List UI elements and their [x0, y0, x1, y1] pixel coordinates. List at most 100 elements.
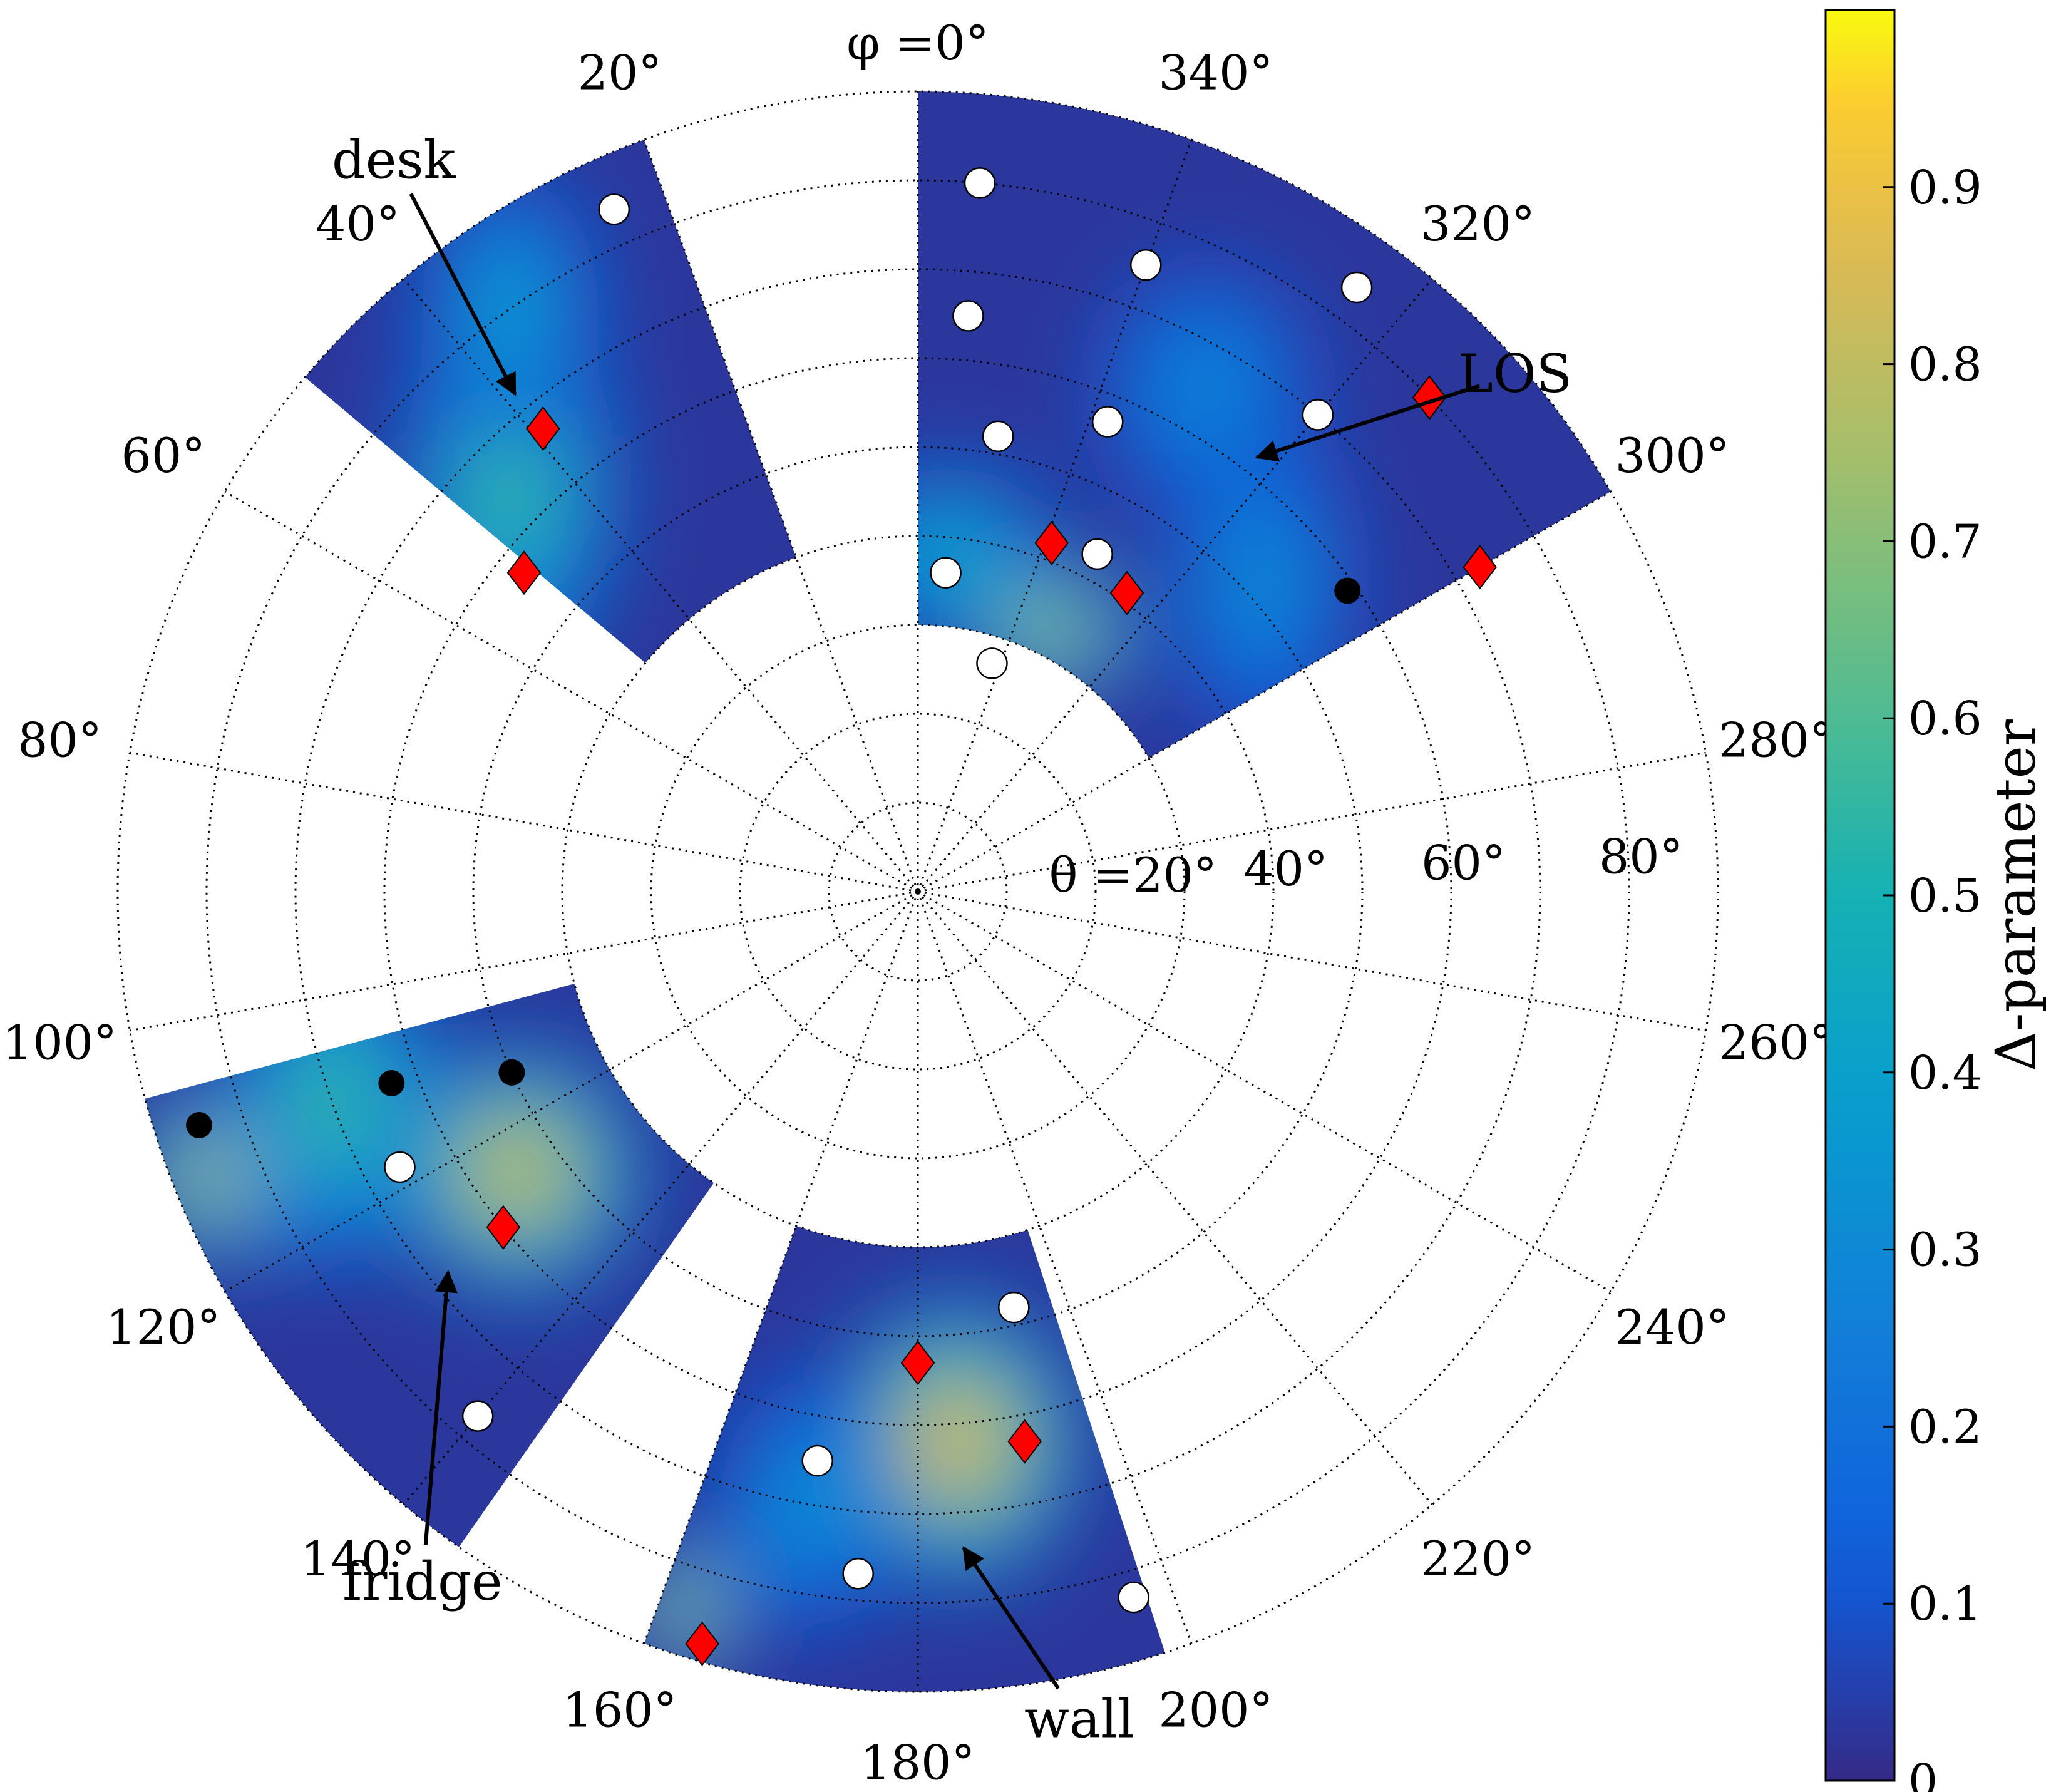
phi-tick-label: 320°	[1421, 196, 1535, 252]
phi-grid-spoke	[403, 891, 919, 1505]
phi-grid-spoke	[643, 139, 919, 892]
colorbar-tick-label: 0.4	[1908, 1046, 1982, 1100]
colorbar-tick-label: 0.8	[1908, 338, 1982, 392]
phi-tick-label: 120°	[106, 1299, 220, 1355]
white-circle-marker	[1118, 1581, 1149, 1614]
sector-wall	[644, 1225, 1165, 1692]
colorbar-tick-label: 0.3	[1908, 1223, 1982, 1277]
phi-grid-spoke	[403, 278, 919, 892]
theta-grid-circle	[739, 713, 1097, 1071]
white-circle-marker	[930, 557, 962, 589]
colorbar-tick-label: 0	[1908, 1754, 1938, 1792]
colorbar-tick-label: 0.7	[1908, 515, 1982, 569]
phi-grid-spoke	[917, 890, 1706, 1032]
white-circle-marker	[1091, 406, 1124, 438]
heat-blob	[774, 1455, 846, 1555]
white-circle-marker	[1302, 399, 1334, 431]
red-diamond-marker	[486, 1205, 521, 1250]
phi-tick-label: 240°	[1615, 1299, 1730, 1355]
phi-tick-label: 280°	[1719, 712, 1833, 768]
heat-blob	[918, 519, 990, 591]
red-diamond-marker	[526, 406, 560, 451]
phi-tick-label: 160°	[563, 1682, 677, 1738]
phi-tick-label: 180°	[860, 1735, 975, 1791]
phi-tick-label: 340°	[1158, 44, 1273, 100]
white-circle-marker	[1130, 249, 1162, 281]
heat-blob	[467, 1122, 567, 1222]
heat-blob	[474, 255, 546, 363]
theta-tick-label: 40°	[1243, 841, 1328, 897]
sector-fridge	[145, 984, 714, 1547]
annotation-label: LOS	[1458, 343, 1572, 404]
white-circle-marker	[1081, 538, 1113, 570]
heat-blob	[906, 1384, 1006, 1499]
heat-blob	[662, 1582, 706, 1639]
theta-grid-circle	[116, 90, 1719, 1693]
phi-grid-spoke	[917, 490, 1612, 893]
phi-tick-label: 300°	[1615, 428, 1730, 483]
phi-grid-spoke	[130, 751, 918, 893]
theta-grid-circle	[294, 268, 1541, 1515]
colorbar: 0 0.1 0.2 0.3 0.4 0.5 0.6 0.7 0.8 0.9 Δ-parameter	[1824, 9, 2046, 1792]
phi-tick-label: 220°	[1421, 1531, 1535, 1587]
markers	[186, 167, 1497, 1666]
colorbar-tick-label: 0.6	[1908, 692, 1982, 746]
phi-tick-label: 40°	[316, 196, 400, 252]
heat-blob	[1225, 518, 1297, 647]
theta-grid-circle	[383, 357, 1452, 1426]
red-diamond-marker	[1412, 375, 1447, 420]
heat-blob	[1015, 602, 1087, 659]
theta-grid-circle	[561, 535, 1275, 1249]
heat-blob	[466, 404, 552, 562]
annotations: LOS desk fridge wall	[332, 129, 1572, 1749]
black-circle-marker	[378, 1069, 405, 1096]
phi-grid-spoke	[917, 891, 1193, 1644]
phi-axis-label: φ =0°	[846, 15, 989, 71]
white-circle-marker	[842, 1557, 874, 1590]
phi-grid-spoke	[917, 278, 1433, 892]
sector-desk	[305, 140, 796, 663]
axis-labels: θ =20° φ =0° 20° 40° 60° 80° 100° 120° 140° 160…	[3, 15, 1833, 1791]
phi-grid-spoke	[224, 490, 918, 893]
colorbar-label: Δ-parameter	[1983, 719, 2046, 1071]
theta-axis-label: θ =20°	[1049, 847, 1217, 903]
colorbar-tick-label: 0.9	[1908, 161, 1982, 215]
heat-blob	[1164, 341, 1250, 441]
annotation-arrow	[1255, 384, 1480, 462]
white-circle-marker	[982, 420, 1014, 453]
theta-tick-label: 60°	[1421, 835, 1506, 890]
theta-grid-circle	[828, 801, 1008, 982]
red-diamond-marker	[1034, 520, 1069, 565]
colorbar-tick-label: 0.1	[1908, 1577, 1982, 1631]
black-circle-marker	[186, 1111, 213, 1138]
phi-tick-label: 260°	[1719, 1015, 1833, 1071]
phi-tick-label: 80°	[18, 712, 102, 768]
white-circle-marker	[976, 647, 1008, 679]
colorbar-ticks: 0 0.1 0.2 0.3 0.4 0.5 0.6 0.7 0.8 0.9	[1883, 161, 1982, 1792]
red-diamond-marker	[1007, 1419, 1042, 1464]
white-circle-marker	[384, 1151, 416, 1183]
white-circle-marker	[964, 167, 996, 199]
phi-tick-label: 20°	[578, 44, 662, 100]
phi-tick-label: 140°	[301, 1531, 415, 1587]
polar-grid	[116, 90, 1719, 1693]
annotation-label: fridge	[342, 1551, 502, 1612]
phi-grid-spoke	[917, 751, 1706, 893]
phi-grid-spoke	[917, 891, 1433, 1505]
colorbar-gradient	[1824, 9, 1896, 1782]
white-circle-marker	[461, 1400, 494, 1432]
white-circle-marker	[598, 193, 630, 225]
phi-grid-spoke	[130, 890, 918, 1032]
white-circle-marker	[1340, 271, 1373, 304]
black-circle-marker	[1334, 577, 1361, 604]
phi-tick-label: 60°	[121, 428, 205, 483]
colorbar-tick-label: 0.5	[1908, 869, 1982, 923]
annotation-arrow	[423, 1270, 458, 1545]
red-diamond-marker	[506, 550, 542, 595]
theta-grid-circle	[650, 624, 1186, 1160]
theta-tick-label: 80°	[1599, 828, 1684, 884]
phi-tick-label: 100°	[3, 1015, 117, 1071]
white-circle-marker	[801, 1444, 833, 1477]
origin-dot	[915, 888, 921, 895]
